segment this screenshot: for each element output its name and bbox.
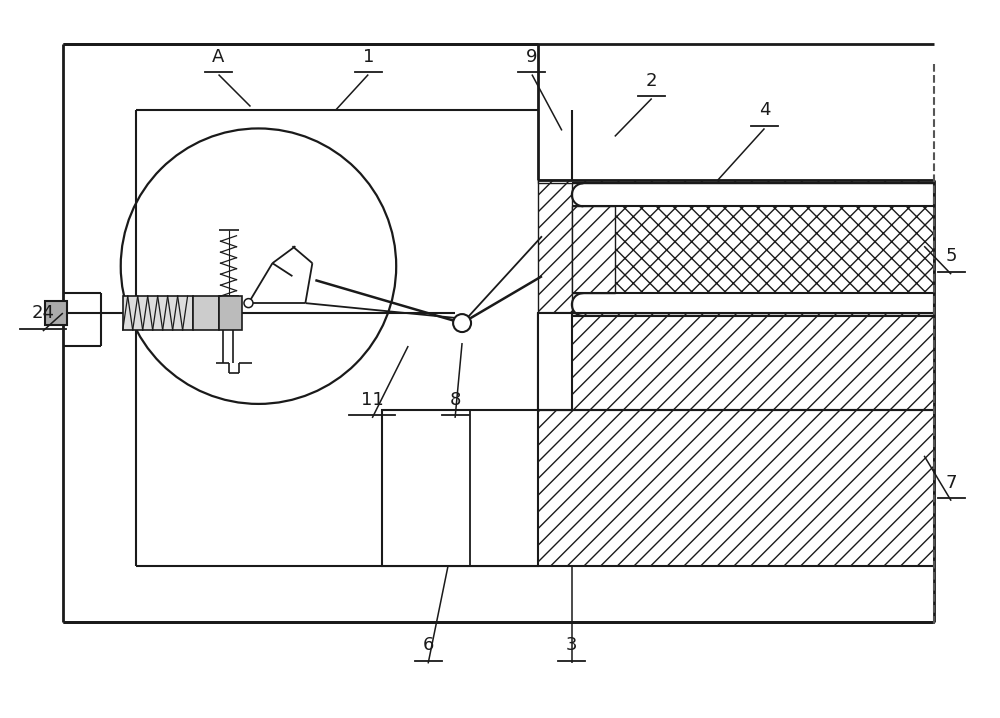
Text: 5: 5	[945, 247, 957, 265]
Bar	[45, 301, 67, 325]
Polygon shape	[615, 206, 934, 293]
Polygon shape	[572, 206, 615, 293]
Text: 24: 24	[31, 304, 54, 322]
Text: 7: 7	[945, 474, 957, 492]
Text: 6: 6	[422, 636, 434, 654]
Text: 11: 11	[361, 391, 384, 409]
Text: 2: 2	[646, 72, 657, 90]
Circle shape	[244, 299, 253, 307]
Polygon shape	[538, 410, 934, 566]
Bar	[123, 296, 193, 330]
Polygon shape	[538, 180, 572, 316]
Bar	[219, 296, 242, 330]
Text: 3: 3	[566, 636, 578, 654]
Text: 9: 9	[526, 47, 538, 65]
Text: 1: 1	[363, 47, 374, 65]
Bar	[382, 410, 538, 566]
Bar	[193, 296, 219, 330]
Text: 8: 8	[449, 391, 461, 409]
Bar	[538, 313, 572, 410]
Circle shape	[453, 314, 471, 332]
Text: 4: 4	[759, 101, 770, 119]
Polygon shape	[538, 180, 934, 183]
Polygon shape	[538, 313, 934, 410]
Text: A: A	[212, 47, 225, 65]
